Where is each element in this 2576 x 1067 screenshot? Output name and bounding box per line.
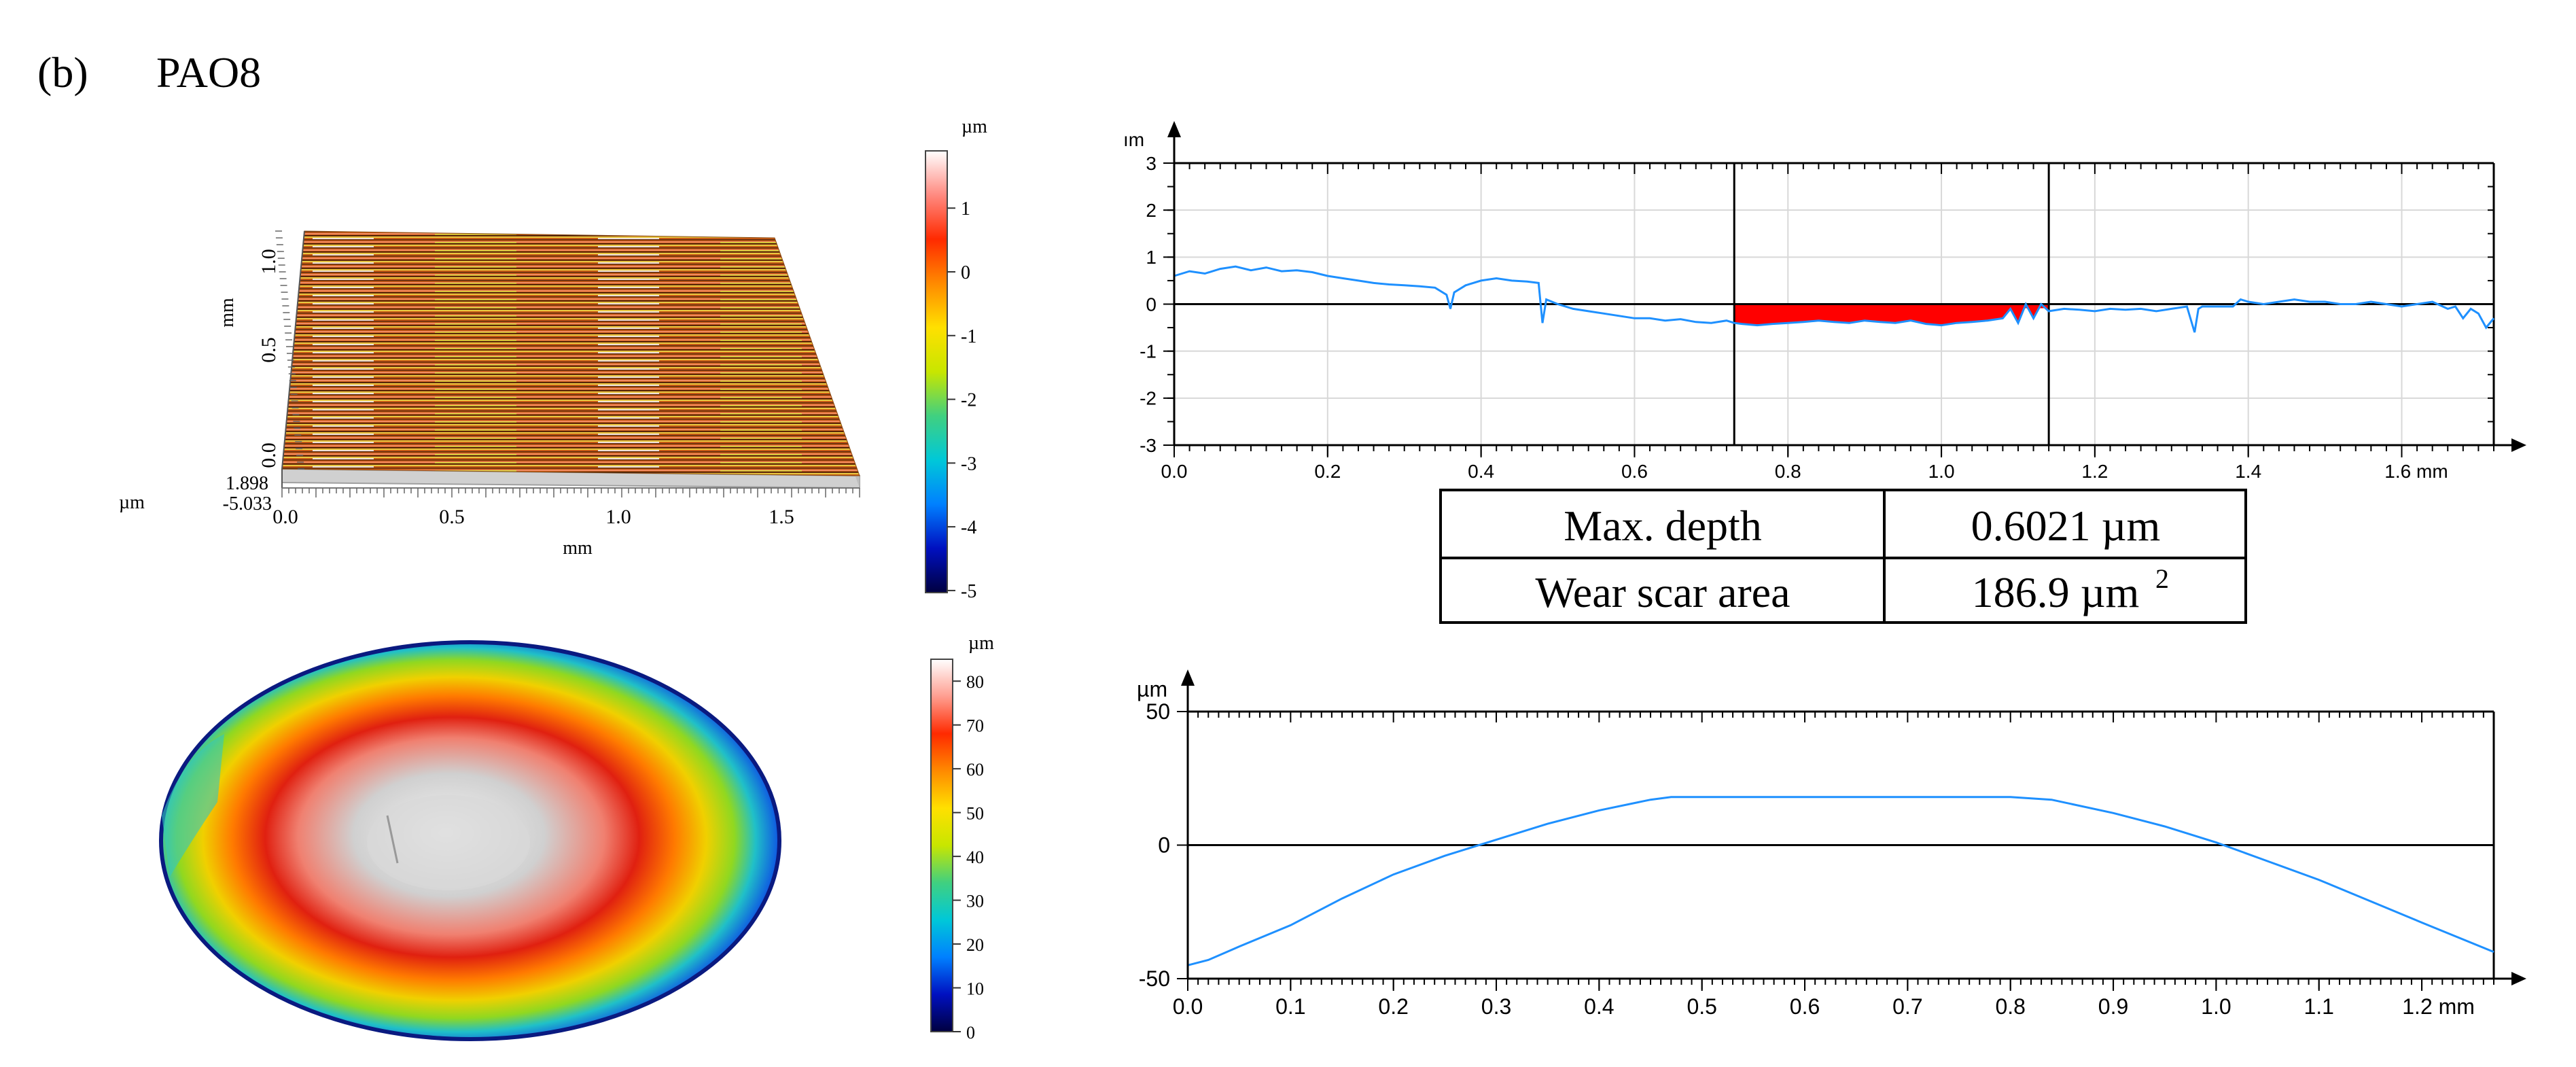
x-tick-label: 0.2: [1378, 994, 1408, 1019]
surface-y-minor-ticks: [275, 230, 304, 470]
panel-title: PAO8: [156, 48, 261, 97]
x-tick-label: 1.4: [2235, 461, 2261, 482]
x-tick-label: 0.8: [1775, 461, 1801, 482]
x-tick-label: 1.0: [2201, 994, 2231, 1019]
colorbar-ball-gradient: [930, 659, 953, 1032]
colorbar-ball-tick-label: 40: [966, 847, 984, 867]
chart1-series-line: [1174, 265, 2495, 333]
colorbar-ball-tick-label: 70: [966, 716, 984, 736]
x-tick-label: 0.9: [2098, 994, 2128, 1019]
surface-z-unit: µm: [119, 492, 145, 513]
x-tick-label: 0.2: [1314, 461, 1341, 482]
table-label-max-depth: Max. depth: [1564, 502, 1762, 550]
chart2-frame: [1181, 710, 2495, 990]
table-value-wear-area-superscript: 2: [2155, 563, 2169, 594]
x-tick-label: 0.4: [1468, 461, 1494, 482]
x-tick-label: 1.1: [2304, 994, 2333, 1019]
colorbar-ball-tick-label: 0: [966, 1023, 975, 1043]
colorbar-ball: µm 80 70 60 50 40 30 20 10 0: [930, 633, 994, 1043]
table-value-max-depth: 0.6021 µm: [1971, 502, 2161, 550]
y-axis-arrow: [1181, 669, 1195, 686]
surface-y-tick-label: 0.5: [258, 337, 280, 363]
x-tick-label: 0.6: [1621, 461, 1648, 482]
x-tick-label: 1.0: [1928, 461, 1955, 482]
x-tick-label: 1.6 mm: [2384, 461, 2448, 482]
chart1-axes: [1167, 121, 2526, 452]
colorbar-surface-tick-label: -1: [961, 326, 976, 347]
table-label-wear-area: Wear scar area: [1536, 568, 1790, 616]
colorbar-surface-tick-label: -2: [961, 390, 976, 411]
colorbar-ball-unit: µm: [968, 633, 994, 654]
x-tick-label: 0.8: [1995, 994, 2025, 1019]
chart2-series-line: [1187, 796, 2494, 966]
x-axis-arrow: [2511, 438, 2526, 452]
chart2-axes: [1181, 669, 2526, 985]
ball-left-rim-texture: [162, 734, 224, 877]
table-value-wear-area: 186.9 µm: [1972, 568, 2140, 616]
y-tick-label: -3: [1140, 435, 1157, 456]
colorbar-ball-tick-label: 60: [966, 760, 984, 780]
ball-edge: [159, 640, 781, 1041]
colorbar-surface-unit: µm: [961, 116, 987, 137]
colorbar-ball-tick-label: 50: [966, 804, 984, 824]
x-tick-label: 0.7: [1892, 994, 1922, 1019]
colorbar-ball-tick-label: 80: [966, 672, 984, 692]
colorbar-surface-tick-label: -3: [961, 453, 976, 474]
surface-z-min-label: -5.033: [223, 493, 272, 514]
colorbar-surface-tick-label: 0: [961, 262, 970, 283]
ball-wear-scar: [367, 795, 530, 890]
chart2-y-unit: µm: [1137, 677, 1167, 701]
chart1-y-unit: ım: [1123, 129, 1144, 150]
x-tick-label: 0.4: [1584, 994, 1614, 1019]
x-tick-label: 0.1: [1275, 994, 1305, 1019]
x-tick-label: 1.2: [2081, 461, 2108, 482]
colorbar-ball-tick-label: 10: [966, 979, 984, 999]
surface-x-minor-ticks: [281, 488, 860, 497]
surface-texture: [281, 230, 860, 476]
surface-z-max-label: 1.898: [226, 473, 268, 494]
ball-3d-plot: [159, 640, 781, 1041]
surface-y-axis-label: mm: [217, 298, 238, 328]
y-tick-label: 3: [1146, 153, 1157, 174]
colorbar-surface-tick-label: 1: [961, 198, 970, 220]
surface-x-tick-label: 0.0: [272, 506, 298, 528]
y-tick-label: -1: [1140, 340, 1157, 362]
y-tick-label: 0: [1146, 294, 1157, 315]
surface-x-tick-label: 1.0: [605, 506, 631, 528]
colorbar-surface-tick-label: -5: [961, 581, 976, 602]
colorbar-ball-tick-label: 20: [966, 935, 984, 955]
colorbar-ball-tick-label: 30: [966, 892, 984, 911]
y-tick-label: 2: [1146, 200, 1157, 221]
y-axis-arrow: [1167, 121, 1181, 137]
x-tick-label: 1.2 mm: [2402, 994, 2475, 1019]
colorbar-surface-tick-label: -4: [961, 517, 976, 538]
y-tick-label: -2: [1140, 388, 1157, 409]
surface-x-tick-label: 0.5: [439, 506, 465, 528]
y-tick-label: -50: [1139, 966, 1170, 991]
x-tick-label: 0.3: [1481, 994, 1511, 1019]
chart1-wear-area: [1734, 304, 2049, 326]
x-tick-label: 0.6: [1790, 994, 1820, 1019]
x-tick-label: 0.0: [1173, 994, 1203, 1019]
surface-y-axis-line: [281, 230, 305, 470]
y-tick-label: 1: [1146, 247, 1157, 268]
profile-chart-wear-track: 0.0 0.2 0.4 0.6 0.8 1.0 1.2 1.4 1.6 mm 3 2 1 0 -1 -2 -3…: [1123, 121, 2526, 482]
panel-label: (b): [37, 48, 88, 97]
table-border: [1439, 489, 2247, 624]
results-table: Max. depth 0.6021 µm Wear scar area 186.…: [1439, 489, 2247, 624]
surface-x-axis-label: mm: [563, 538, 593, 559]
surface-x-tick-label: 1.5: [769, 506, 794, 528]
x-tick-label: 0.5: [1687, 994, 1716, 1019]
surface-y-tick-label: 1.0: [258, 249, 280, 275]
y-tick-label: 0: [1158, 833, 1170, 858]
colorbar-surface: µm 1 0 -1 -2 -3 -4 -5: [925, 116, 987, 602]
y-tick-label: 50: [1146, 699, 1170, 724]
x-tick-label: 0.0: [1161, 461, 1188, 482]
profile-chart-ball-scar: 0.0 0.1 0.2 0.3 0.4 0.5 0.6 0.7 0.8 0.9 1.0 1.1 1.2 …: [1137, 669, 2526, 1019]
colorbar-surface-gradient: [925, 150, 948, 593]
surface-3d-plot: 0.0 0.5 1.0 1.5 mm 0.0 0.5 1.0 mm 1.898 …: [119, 230, 860, 559]
x-axis-arrow: [2511, 972, 2526, 985]
surface-y-tick-label: 0.0: [258, 442, 280, 468]
